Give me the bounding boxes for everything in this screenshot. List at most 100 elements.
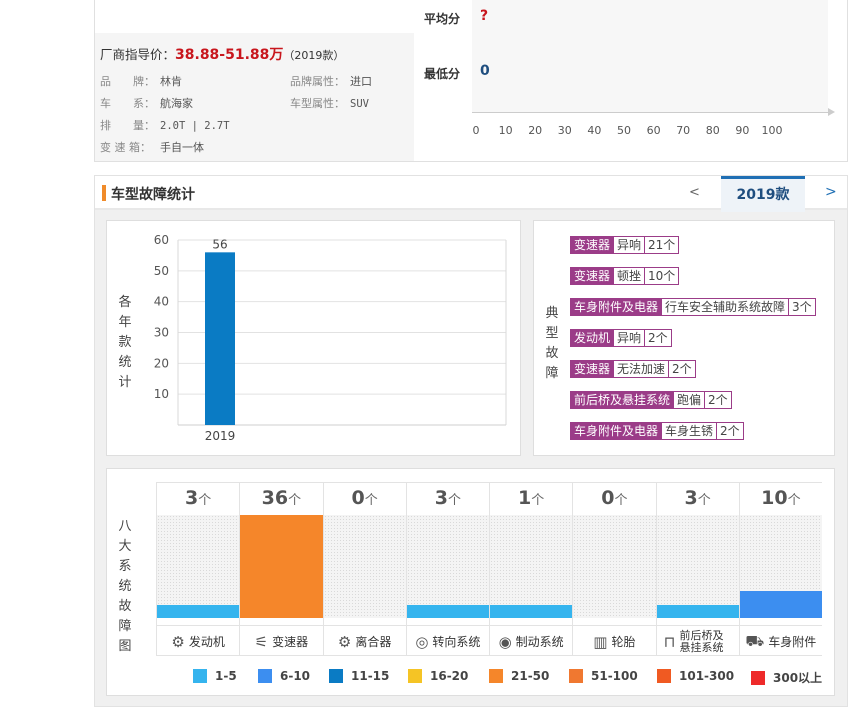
legend-label: 16-20	[430, 669, 469, 683]
score-tick-label: 60	[646, 124, 661, 137]
system-column-5[interactable]: 0个 ▥ 轮胎	[573, 483, 657, 655]
system-count-unit: 个	[614, 493, 628, 508]
system-column-1[interactable]: 36个 ⚟ 变速器	[240, 483, 324, 655]
fault-component: 变速器	[570, 236, 615, 254]
fault-component: 车身附件及电器	[570, 298, 663, 316]
bar-2019[interactable]	[205, 252, 235, 425]
next-year-button[interactable]: >	[825, 184, 837, 200]
system-column-3[interactable]: 3个 ◎ 转向系统	[406, 483, 490, 655]
price-year: （2019款）	[283, 49, 345, 62]
system-column-2[interactable]: 0个 ⚙ 离合器	[323, 483, 407, 655]
prev-year-button[interactable]: <	[689, 185, 700, 200]
system-name: 车身附件	[768, 635, 817, 649]
fault-type: 跑偏	[674, 391, 706, 409]
system-count-unit: 个	[531, 493, 545, 508]
system-count-value: 3	[684, 487, 698, 509]
system-column-7[interactable]: 10个 ⛟ 车身附件	[739, 483, 822, 655]
system-count: 1个	[490, 487, 572, 509]
clutch-icon: ⚙	[337, 632, 352, 651]
x-tick-label: 2019	[205, 429, 236, 443]
system-fill-background	[406, 515, 489, 618]
spec-displacement: 排 量： 2.0T | 2.7T	[100, 119, 230, 132]
system-column-0[interactable]: 3个 ⚙ 发动机	[157, 483, 241, 655]
yearly-bar-chart: 60 50 40 30 20 10 56 2019	[154, 233, 507, 443]
fault-tag[interactable]: 车身附件及电器 行车安全辅助系统故障 3个	[570, 298, 816, 316]
tab-2019[interactable]: 2019款	[721, 176, 805, 212]
engine-icon: ⚙	[171, 632, 185, 651]
fault-tag[interactable]: 变速器 顿挫 10个	[570, 267, 680, 285]
system-name-cell: ⚙ 离合器	[323, 625, 406, 655]
legend-item: 16-20	[408, 669, 468, 683]
system-column-6[interactable]: 3个 ⊓ 前后桥及悬挂系统	[656, 483, 740, 655]
info-top-strip	[95, 0, 415, 33]
axis-arrow-icon	[828, 108, 835, 116]
system-count: 10个	[740, 487, 822, 509]
system-count-value: 3	[434, 487, 448, 509]
price-value: 38.88-51.88万	[175, 47, 284, 63]
fault-tag[interactable]: 变速器 无法加速 2个	[570, 360, 696, 378]
min-score-label: 最低分	[424, 67, 461, 81]
system-fill-bar	[240, 515, 323, 618]
fault-tag[interactable]: 前后桥及悬挂系统 跑偏 2个	[570, 391, 732, 409]
legend-item: 21-50	[489, 669, 549, 683]
fault-tag[interactable]: 发动机 异响 2个	[570, 329, 672, 347]
fault-component: 变速器	[570, 267, 615, 285]
yearly-side-label: 各 年 款 统 计	[118, 295, 132, 390]
system-fill-bar	[656, 604, 739, 618]
eight-systems-box: 八 大 系 统 故 障 图 3个 ⚙ 发动机 36个 ⚟ 变速器 0个 ⚙ 离合器 3个 ◎ 转向系统…	[106, 468, 835, 696]
system-count-unit: 个	[697, 493, 711, 508]
bar-data-label: 56	[212, 237, 227, 251]
score-tick-label: 100	[761, 124, 783, 137]
system-count-unit: 个	[364, 493, 378, 508]
system-column-4[interactable]: 1个 ◉ 制动系统	[490, 483, 574, 655]
legend-label: 300以上	[773, 671, 823, 685]
y-tick-label: 30	[154, 326, 169, 340]
fault-component: 前后桥及悬挂系统	[570, 391, 675, 409]
score-tick-label: 10	[498, 124, 513, 137]
system-name: 前后桥及悬挂系统	[679, 628, 724, 654]
system-name-cell: ▥ 轮胎	[573, 625, 656, 655]
system-name-cell: ⛟ 车身附件	[739, 625, 822, 655]
system-fill-background	[573, 515, 656, 618]
fault-tag[interactable]: 变速器 异响 21个	[570, 236, 680, 254]
legend-swatch	[193, 669, 207, 683]
system-fill-background	[323, 515, 406, 618]
legend-item: 101-300	[657, 669, 734, 683]
system-name: 制动系统	[515, 635, 564, 649]
legend-swatch	[657, 669, 671, 683]
legend-label: 51-100	[591, 669, 638, 683]
fault-component: 发动机	[570, 329, 615, 347]
yearly-stats-box: 各 年 款 统 计 60 50 40 30 20 10 56 2019	[106, 220, 521, 456]
system-count: 36个	[240, 487, 322, 509]
system-fill-background	[157, 515, 240, 618]
spec-type: 车型属性： SUV	[290, 97, 369, 110]
fault-tag[interactable]: 车身附件及电器 车身生锈 2个	[570, 422, 744, 440]
legend-label: 1-5	[215, 669, 237, 683]
system-count-unit: 个	[447, 493, 461, 508]
fault-count: 2个	[669, 360, 696, 378]
fault-count: 2个	[705, 391, 732, 409]
system-name: 转向系统	[432, 635, 481, 649]
faults-side-label: 典 型 故 障	[545, 306, 559, 381]
fault-stats-section: 车型故障统计 < 2019款 > 各 年 款 统 计 60 50 40 30 20 10 5…	[94, 175, 848, 707]
car-info-panel: 厂商指导价：38.88-51.88万（2019款） 品 牌： 林肯 品牌属性： 进口…	[94, 0, 415, 162]
price-line: 厂商指导价：38.88-51.88万（2019款）	[100, 44, 344, 64]
legend-item: 1-5	[193, 669, 237, 683]
y-tick-label: 40	[154, 295, 169, 309]
system-count-unit: 个	[288, 493, 302, 508]
fault-type: 行车安全辅助系统故障	[662, 298, 790, 316]
gearshift-icon: ⚟	[254, 632, 269, 651]
typical-faults-box: 典 型 故 障 变速器 异响 21个 变速器 顿挫 10个 车身附件及电器 行车安全辅助系统故…	[533, 220, 835, 456]
system-fill-bar	[490, 604, 573, 618]
section-title-bar	[102, 185, 106, 201]
system-count: 3个	[407, 487, 489, 509]
legend-item: 51-100	[569, 669, 638, 683]
score-tick-label: 80	[705, 124, 720, 137]
system-count-value: 0	[351, 487, 365, 509]
system-name: 离合器	[355, 635, 392, 649]
fault-count: 2个	[645, 329, 672, 347]
legend-swatch	[569, 669, 583, 683]
system-count-value: 3	[185, 487, 199, 509]
tire-icon: ▥	[593, 632, 608, 651]
legend-swatch	[408, 669, 422, 683]
